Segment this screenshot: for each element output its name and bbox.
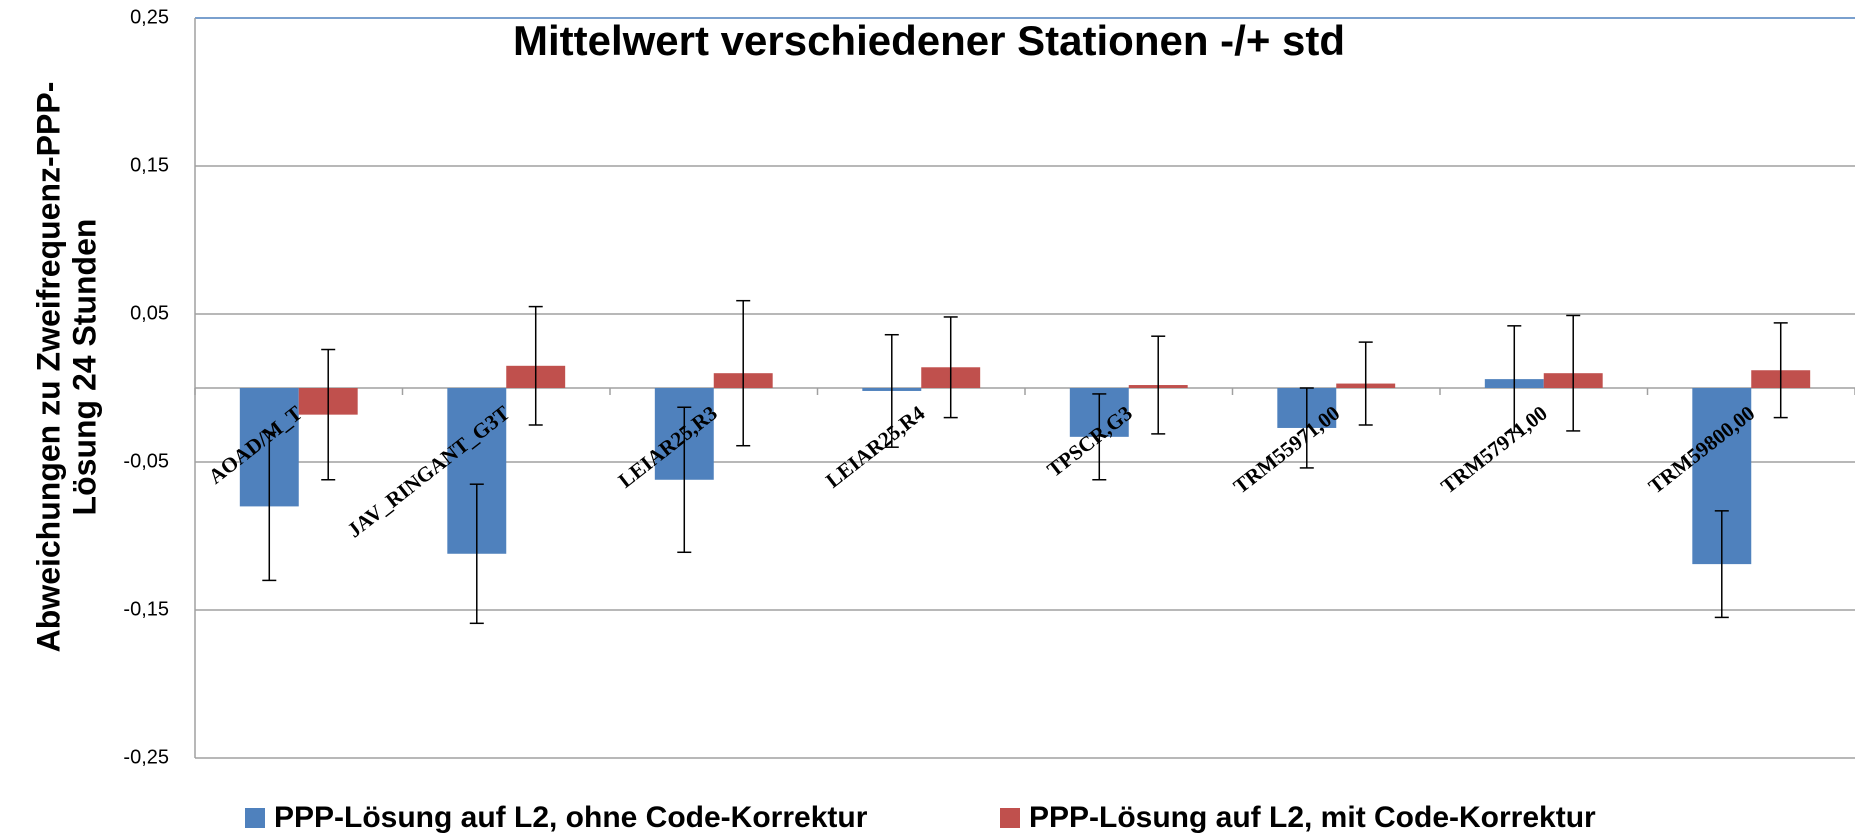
y-tick-label: -0,05 xyxy=(123,450,169,472)
y-tick-label: -0,15 xyxy=(123,598,169,620)
legend-label: PPP-Lösung auf L2, mit Code-Korrektur xyxy=(1029,801,1596,834)
y-tick-label: 0,05 xyxy=(130,302,169,324)
legend-label: PPP-Lösung auf L2, ohne Code-Korrektur xyxy=(274,801,868,834)
y-tick-label: -0,25 xyxy=(123,746,169,768)
legend-swatch xyxy=(245,808,265,828)
error-bar xyxy=(1566,314,1581,432)
x-tick-label: LEIAR25,R4 xyxy=(821,401,929,493)
error-bar xyxy=(1299,387,1314,469)
error-bar xyxy=(321,348,336,481)
y-axis-label: Lösung 24 Stunden xyxy=(66,219,102,516)
error-bar xyxy=(1092,393,1107,481)
x-tick-label: TRM57971,00 xyxy=(1436,401,1551,499)
error-bar xyxy=(736,299,751,447)
error-bar xyxy=(1507,325,1522,434)
y-tick-label: 0,25 xyxy=(130,6,169,28)
error-bar xyxy=(677,406,692,554)
error-bar xyxy=(1151,335,1166,435)
error-bar xyxy=(943,316,958,419)
error-bar xyxy=(469,483,484,625)
error-bar xyxy=(1773,322,1788,419)
chart-title: Mittelwert verschiedener Stationen -/+ s… xyxy=(513,17,1345,64)
error-bar xyxy=(1714,510,1729,619)
legend-swatch xyxy=(1000,808,1020,828)
error-bar xyxy=(262,431,277,582)
y-axis-label: Abweichungen zu Zweifrequenz-PPP- xyxy=(30,82,66,653)
error-bar xyxy=(884,333,899,448)
error-bar xyxy=(528,305,543,426)
y-tick-label: 0,15 xyxy=(130,154,169,176)
error-bar xyxy=(1358,341,1373,426)
